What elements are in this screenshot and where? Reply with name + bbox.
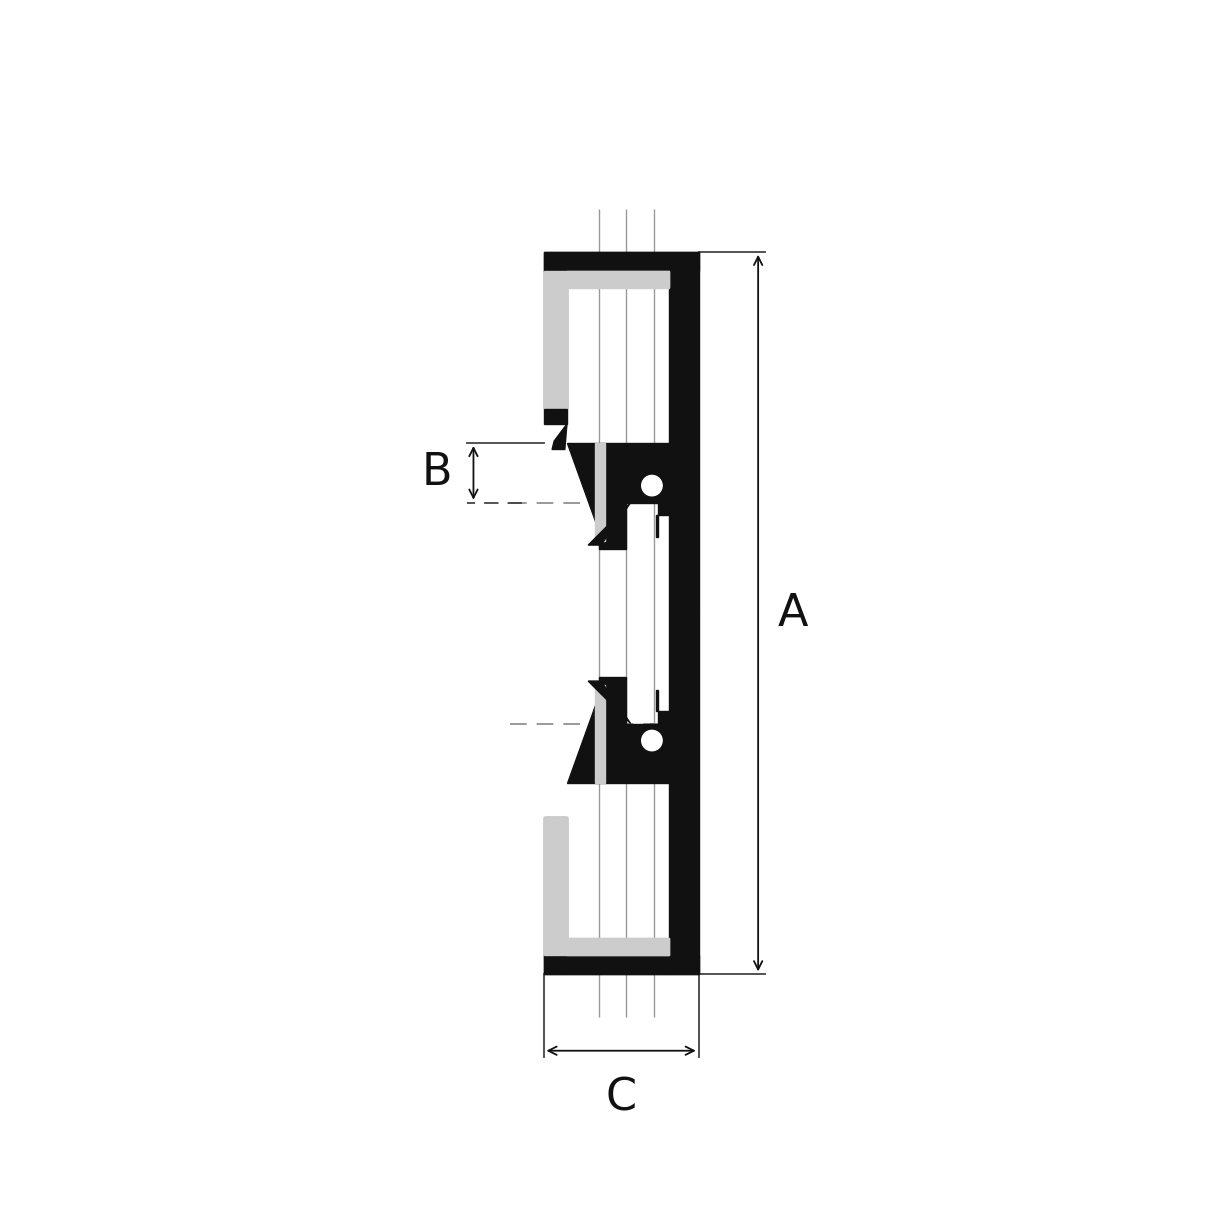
Polygon shape [595,686,605,783]
Polygon shape [544,271,567,409]
Polygon shape [588,503,631,545]
Polygon shape [588,681,631,724]
Polygon shape [567,443,669,549]
Polygon shape [544,817,567,955]
Polygon shape [567,938,669,955]
Polygon shape [552,424,567,449]
Polygon shape [567,271,669,288]
Polygon shape [544,253,698,271]
Circle shape [642,476,662,495]
Polygon shape [567,677,669,783]
Polygon shape [544,409,567,424]
Polygon shape [567,938,669,955]
Text: C: C [606,1077,636,1119]
Polygon shape [595,443,605,541]
Polygon shape [567,955,669,974]
Polygon shape [567,271,669,288]
Polygon shape [544,253,567,409]
Text: B: B [421,452,452,494]
Text: A: A [777,591,807,635]
Polygon shape [669,253,698,613]
Polygon shape [544,955,698,974]
Circle shape [642,731,662,750]
Polygon shape [567,253,669,271]
Circle shape [636,725,668,756]
Polygon shape [669,613,698,974]
Circle shape [636,470,668,501]
Polygon shape [544,817,567,974]
